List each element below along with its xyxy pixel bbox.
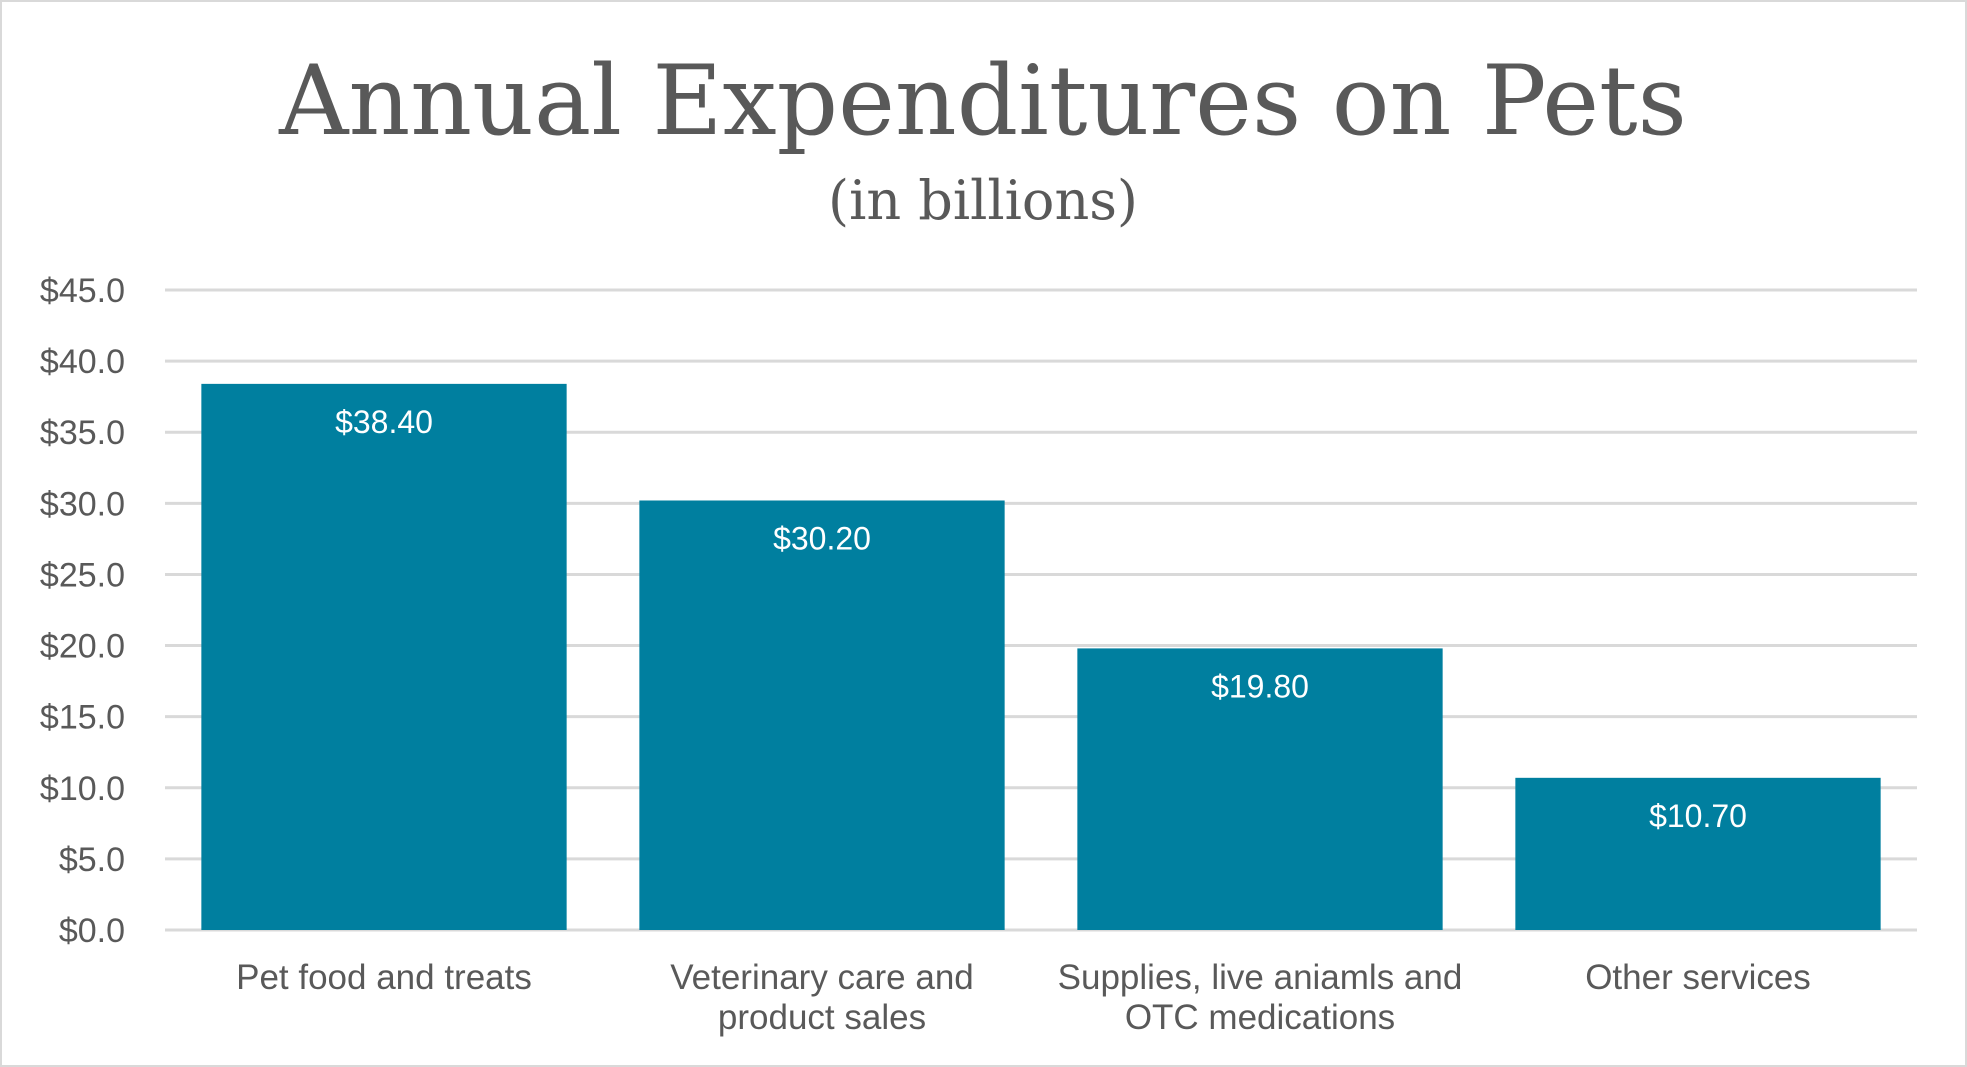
y-axis: $0.0 $5.0 $10.0 $15.0 $20.0 $25.0 $30.0 $35.0 $4… <box>40 272 125 950</box>
bars <box>201 383 1881 930</box>
x-tick-label: OTC medications <box>1125 998 1395 1037</box>
y-tick-label: $5.0 <box>59 841 125 879</box>
bar <box>201 383 567 930</box>
y-tick-label: $20.0 <box>40 628 125 666</box>
x-tick-label: Veterinary care and <box>670 958 974 997</box>
x-tick-label: Supplies, live aniamls and <box>1058 958 1463 997</box>
bar <box>1077 648 1443 930</box>
data-label: $10.70 <box>1649 798 1747 834</box>
x-tick-label: Pet food and treats <box>236 958 532 997</box>
chart-title: Annual Expenditures on Pets <box>278 45 1687 157</box>
y-tick-label: $45.0 <box>40 272 125 310</box>
y-tick-label: $30.0 <box>40 485 125 523</box>
data-labels: $38.40 $30.20 $19.80 $10.70 <box>335 404 1747 834</box>
x-tick-label: Other services <box>1585 958 1811 997</box>
bar <box>639 500 1005 930</box>
data-label: $19.80 <box>1211 668 1309 704</box>
y-tick-label: $35.0 <box>40 414 125 452</box>
y-tick-label: $25.0 <box>40 556 125 594</box>
data-label: $30.20 <box>773 520 871 556</box>
y-tick-label: $0.0 <box>59 912 125 950</box>
data-label: $38.40 <box>335 404 433 440</box>
chart-subtitle: (in billions) <box>828 169 1138 232</box>
bar <box>1515 777 1881 930</box>
y-tick-label: $15.0 <box>40 699 125 737</box>
y-tick-label: $10.0 <box>40 770 125 808</box>
y-tick-label: $40.0 <box>40 343 125 381</box>
x-tick-label: product sales <box>718 998 926 1037</box>
x-axis: Pet food and treats Veterinary care andpr… <box>236 958 1811 1037</box>
